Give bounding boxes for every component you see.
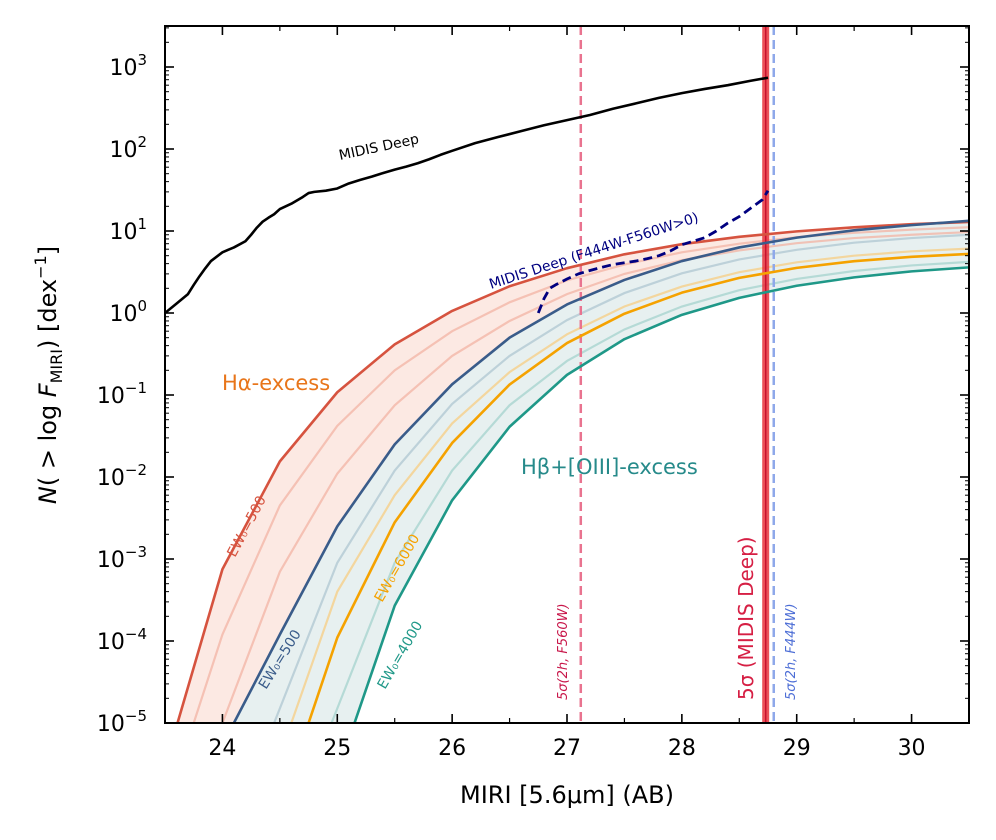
light-curve-2 [273, 233, 969, 723]
limit-lines [579, 26, 775, 723]
y-tick-label: 103 [109, 51, 147, 81]
label-hb-excess: Hβ+[OIII]-excess [521, 455, 698, 479]
light-curve-4 [330, 260, 969, 723]
x-axis-label: MIRI [5.6μm] (AB) [460, 781, 674, 809]
series-hb-ew500 [232, 219, 969, 723]
y-label-end: ] [34, 246, 62, 255]
fill-bands [177, 220, 969, 723]
y-tick-exponent: −4 [125, 625, 147, 643]
series-ew4000 [353, 266, 969, 723]
y-label-sup: −1 [31, 255, 50, 279]
y-label-sub: MIRI [47, 349, 66, 383]
x-tick-label: 30 [898, 736, 926, 761]
y-tick-label: 10−2 [97, 461, 147, 491]
y-tick-label: 10−1 [97, 379, 147, 409]
y-tick-exponent: 3 [137, 51, 147, 69]
label-f560w-limit: 5σ(2h, F560W) [556, 603, 571, 700]
y-tick-exponent: 1 [137, 215, 147, 233]
x-tick-label: 25 [323, 736, 351, 761]
y-label-n: N [34, 486, 62, 504]
y-tick-label: 100 [109, 297, 147, 327]
y-label-close: ) [dex [34, 279, 62, 349]
y-tick-label: 10−4 [97, 625, 147, 655]
series-ha-ew500 [176, 220, 969, 723]
y-tick-exponent: −2 [125, 461, 147, 479]
y-label-open: ( > log [34, 397, 62, 486]
series-ew6000 [307, 252, 969, 723]
series-midis-deep [165, 76, 769, 315]
label-f444w-limit: 5σ(2h, F444W) [784, 603, 799, 700]
series-midis-deep-red [536, 189, 770, 314]
y-tick-label: 102 [109, 133, 147, 163]
y-tick-label: 10−3 [97, 543, 147, 573]
y-tick-exponent: −3 [125, 543, 147, 561]
x-axis-ticks: 24 25 26 27 28 29 30 [164, 26, 970, 761]
y-label-f: F [34, 382, 62, 397]
y-tick-exponent: 2 [137, 133, 147, 151]
model-curves [165, 76, 969, 723]
y-tick-exponent: 0 [137, 297, 147, 315]
light-curve-1 [221, 230, 969, 723]
y-tick-exponent: −1 [125, 379, 147, 397]
band-1 [233, 220, 969, 723]
light-curve-3 [290, 247, 969, 723]
label-midis-deep-5sigma: 5σ (MIDIS Deep) [734, 536, 758, 700]
x-tick-label: 27 [553, 736, 581, 761]
band-0 [177, 220, 969, 723]
y-tick-exponent: −5 [125, 707, 147, 725]
x-tick-label: 24 [208, 736, 236, 761]
y-axis-label: N( > log FMIRI) [dex−1] [31, 246, 66, 504]
y-tick-label: 10−5 [97, 707, 147, 737]
x-tick-label: 26 [438, 736, 466, 761]
label-ha-excess: Hα-excess [222, 371, 330, 395]
y-tick-label: 101 [109, 215, 147, 245]
x-tick-label: 29 [783, 736, 811, 761]
x-tick-label: 28 [668, 736, 696, 761]
